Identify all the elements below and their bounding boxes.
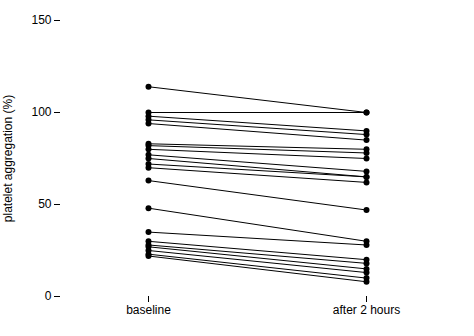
svg-text:platelet aggregation (%): platelet aggregation (%) [1, 95, 15, 222]
svg-text:150: 150 [31, 13, 51, 27]
svg-text:100: 100 [31, 105, 51, 119]
svg-text:after 2 hours: after 2 hours [333, 303, 400, 317]
svg-text:50: 50 [38, 197, 52, 211]
svg-text:baseline: baseline [126, 303, 171, 317]
svg-text:0: 0 [45, 289, 52, 303]
